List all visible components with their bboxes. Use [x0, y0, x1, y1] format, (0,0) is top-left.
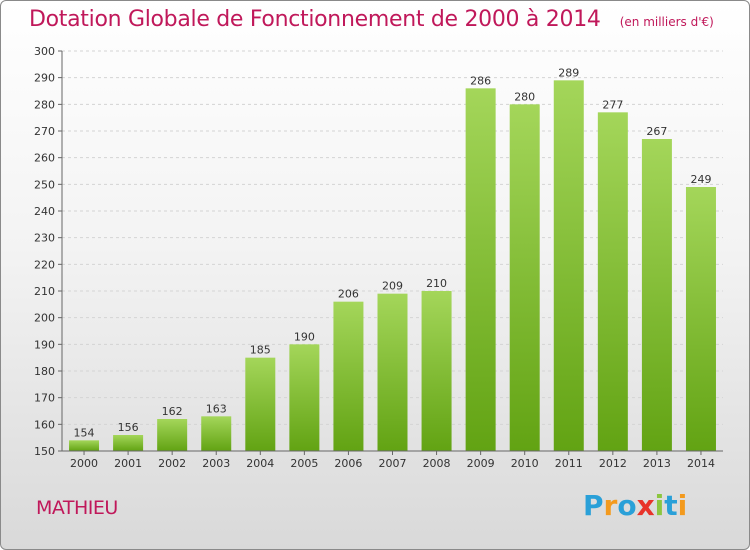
logo-letter: P [583, 489, 604, 522]
bar-2008 [421, 291, 452, 451]
data-label: 210 [426, 277, 447, 290]
bar-2001 [113, 435, 144, 451]
logo-letter: i [654, 489, 665, 522]
title-row: Dotation Globale de Fonctionnement de 20… [29, 7, 714, 32]
y-tick-label: 190 [34, 338, 55, 351]
x-tick-label: 2011 [555, 457, 583, 470]
x-tick-label: 2012 [599, 457, 627, 470]
y-tick-label: 250 [34, 178, 55, 191]
logo-letter: o [617, 489, 637, 522]
x-tick-label: 2001 [114, 457, 142, 470]
y-tick-label: 270 [34, 125, 55, 138]
bar-2003 [201, 416, 232, 451]
y-tick-label: 210 [34, 285, 55, 298]
bar-2010 [509, 104, 540, 451]
x-tick-label: 2007 [379, 457, 407, 470]
x-tick-label: 2003 [202, 457, 230, 470]
x-tick-label: 2004 [246, 457, 274, 470]
data-label: 286 [470, 74, 491, 87]
bar-2005 [289, 344, 320, 451]
y-tick-label: 180 [34, 365, 55, 378]
bar-2007 [377, 293, 408, 451]
bar-2006 [333, 301, 364, 451]
bar-2000 [69, 440, 100, 451]
chart-subtitle: (en milliers d'€) [619, 15, 714, 29]
bar-2009 [465, 88, 496, 451]
data-label: 185 [250, 344, 271, 357]
x-tick-label: 2000 [70, 457, 98, 470]
data-label: 163 [206, 402, 227, 415]
chart-title: Dotation Globale de Fonctionnement de 20… [29, 7, 601, 32]
commune-name: MATHIEU [36, 497, 118, 519]
logo-letter: i [677, 489, 688, 522]
data-label: 277 [602, 98, 623, 111]
y-tick-label: 300 [34, 45, 55, 58]
y-tick-label: 150 [34, 445, 55, 458]
data-label: 162 [162, 405, 183, 418]
y-tick-label: 160 [34, 418, 55, 431]
y-tick-label: 240 [34, 205, 55, 218]
logo-letter: r [603, 489, 618, 522]
logo-letter: x [636, 489, 655, 522]
proxiti-logo[interactable]: Proxiti [583, 489, 687, 522]
axes: 150 160 170 180 190 200 210 220 230 240 250 260 270 2… [34, 45, 723, 470]
x-tick-label: 2006 [334, 457, 362, 470]
y-tick-label: 170 [34, 392, 55, 405]
x-tick-label: 2002 [158, 457, 186, 470]
y-tick-label: 280 [34, 98, 55, 111]
data-label: 209 [382, 280, 403, 293]
y-tick-label: 290 [34, 72, 55, 85]
logo-letter: t [664, 489, 678, 522]
x-tick-label: 2013 [643, 457, 671, 470]
bar-2002 [157, 419, 188, 451]
bar-2011 [553, 80, 584, 451]
data-label: 154 [74, 426, 95, 439]
y-tick-label: 200 [34, 312, 55, 325]
data-label: 249 [690, 173, 711, 186]
x-tick-label: 2010 [511, 457, 539, 470]
data-label: 156 [118, 421, 139, 434]
data-label: 206 [338, 288, 359, 301]
y-tick-label: 230 [34, 232, 55, 245]
data-label: 280 [514, 90, 535, 103]
bar-2013 [641, 139, 672, 451]
bar-2014 [685, 187, 716, 451]
y-tick-label: 260 [34, 152, 55, 165]
bar-2004 [245, 357, 276, 451]
x-tick-label: 2008 [423, 457, 451, 470]
x-tick-label: 2009 [467, 457, 495, 470]
data-label: 267 [646, 125, 667, 138]
bars: 154 156 162 163 185 190 206 209 210 286 280 289 277 2… [69, 66, 716, 451]
x-tick-label: 2005 [290, 457, 318, 470]
y-tick-label: 220 [34, 258, 55, 271]
data-label: 190 [294, 330, 315, 343]
data-label: 289 [558, 66, 579, 79]
x-tick-label: 2014 [687, 457, 715, 470]
bar-2012 [597, 112, 628, 451]
